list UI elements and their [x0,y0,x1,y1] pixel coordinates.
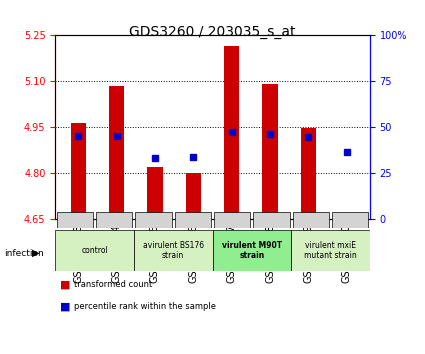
Bar [57,212,93,228]
Bar [212,230,291,271]
Bar [136,212,172,228]
Text: avirulent BS176
strain: avirulent BS176 strain [143,241,204,260]
Text: percentile rank within the sample: percentile rank within the sample [74,302,216,311]
Bar [262,84,278,219]
Bar [147,167,163,219]
Text: virulent M90T
strain: virulent M90T strain [222,241,282,260]
Text: ■: ■ [60,280,70,290]
Text: ▶: ▶ [32,248,40,258]
Bar [301,129,316,219]
Text: infection: infection [4,249,44,258]
Bar [224,46,239,219]
Text: ■: ■ [60,301,70,311]
Bar [96,212,132,228]
Bar [253,212,289,228]
Text: control: control [81,246,108,255]
Bar [109,86,124,219]
Text: transformed count: transformed count [74,280,153,290]
Text: GDS3260 / 203035_s_at: GDS3260 / 203035_s_at [129,25,296,39]
Bar [134,230,212,271]
Bar [293,212,329,228]
Bar [214,212,250,228]
Bar [186,173,201,219]
Bar [175,212,211,228]
Bar [71,124,86,219]
Bar [339,217,354,219]
Text: virulent mxiE
mutant strain: virulent mxiE mutant strain [304,241,357,260]
Bar [291,230,370,271]
Bar [332,212,368,228]
Bar [55,230,134,271]
